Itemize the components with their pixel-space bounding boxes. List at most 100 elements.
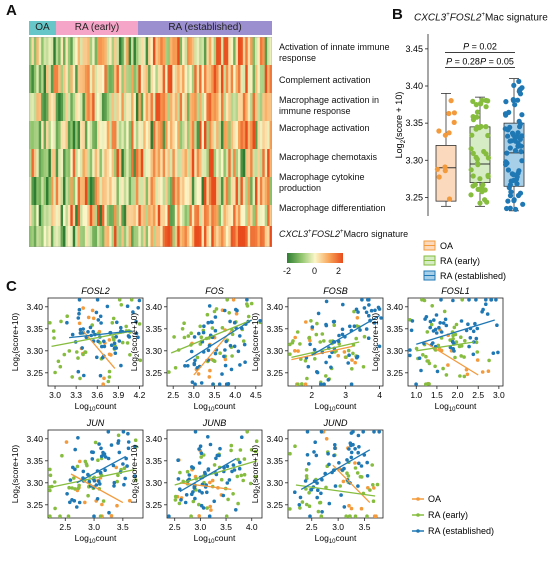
heatmap-cell [123,205,127,226]
heatmap-cell [111,226,115,247]
heatmap-cell [126,121,130,149]
heatmap-cell [67,226,71,247]
heatmap-cell [213,37,217,65]
heatmap-cell [140,121,144,149]
heatmap-cell [223,93,227,121]
heatmap-cell [46,65,49,93]
heatmap-cell [82,93,86,121]
heatmap-cell [252,37,256,65]
scatter-point [200,491,204,495]
heatmap-cell [235,37,239,65]
scatter-point [94,483,99,487]
scatter-point [199,381,204,385]
scatter-point [173,494,178,499]
heatmap-cell [126,37,130,65]
scatter-point [254,439,259,443]
scatter-point [99,321,103,325]
scatter-point [304,474,309,478]
heatmap-cell [257,65,261,93]
heatmap-cell [111,65,115,93]
heatmap-cell [70,177,74,205]
scatter-point [107,352,112,357]
scatter-legend-label-oa: OA [428,494,441,504]
heatmap-cell [225,177,229,205]
scatter-point [90,308,95,313]
scatter-point [109,443,114,447]
heatmap-cell [84,149,88,177]
box-point [474,156,480,162]
heatmap-cell [252,121,256,149]
heatmap-cell [101,149,105,177]
heatmap-cell [199,149,202,177]
scatter-point [176,458,180,462]
scatter-point [109,514,114,518]
heatmap-cell [257,37,261,65]
heatmap-cell [29,65,32,93]
heatmap-cell [63,121,66,149]
heatmap-cell [41,65,44,93]
scatter-point [197,489,202,493]
heatmap-cell [230,121,234,149]
scatter-title: FOS [205,286,224,296]
scatter-point [189,331,193,335]
heatmap-cell [269,149,272,177]
scatter-point [437,325,441,330]
heatmap-cell [254,149,258,177]
scatter-point [348,514,352,518]
scatter-point [367,303,371,307]
heatmap-cell [174,37,178,65]
scatter-point [99,446,103,451]
heatmap-cell [75,65,78,93]
scatter-point [324,360,328,365]
scatter-y-tick-label: 3.35 [145,456,162,466]
heatmap-cell [216,121,219,149]
scatter-point [214,456,218,461]
box-point [475,186,481,192]
scatter-point [454,340,459,344]
heatmap-cell [252,149,256,177]
box-point [508,189,514,195]
heatmap-cell [254,205,258,226]
scatter-point [126,440,131,444]
colorbar [287,253,343,263]
colorbar-gradient [287,253,343,263]
heatmap-cell [148,121,151,149]
box-point [507,138,513,144]
heatmap-cell [118,37,122,65]
heatmap-cell [177,37,181,65]
heatmap-cell [67,65,71,93]
scatter-point [300,382,304,386]
heatmap-cell [75,93,78,121]
scatter-point [126,446,131,451]
heatmap-cell [206,149,210,177]
scatter-point [52,336,56,340]
heatmap-cell [70,65,74,93]
scatter-point [359,464,364,468]
scatter-point [424,354,428,359]
scatter-y-tick-label: 3.30 [386,346,403,356]
heatmap-cell [189,177,193,205]
scatter-point [458,374,462,378]
scatter-point [346,348,351,353]
heatmap-cell [177,226,181,247]
scatter-x-tick-label: 3.0 [194,522,206,532]
heatmap-cell [33,37,37,65]
heatmap-cell [36,37,40,65]
scatter-point [191,466,195,470]
heatmap-cell [220,93,224,121]
heatmap-cell [53,149,57,177]
scatter-point [76,369,81,374]
heatmap-cell [179,121,183,149]
scatter-point [202,324,206,328]
heatmap-cell [131,65,134,93]
heatmap-cell [133,226,137,247]
heatmap-cell [250,93,253,121]
scatter-point [115,479,119,484]
scatter-point [86,330,90,334]
heatmap-cell [106,93,110,121]
heatmap-cell [131,149,134,177]
scatter-y-tick-label: 3.35 [26,324,43,334]
heatmap-cell [46,37,49,65]
